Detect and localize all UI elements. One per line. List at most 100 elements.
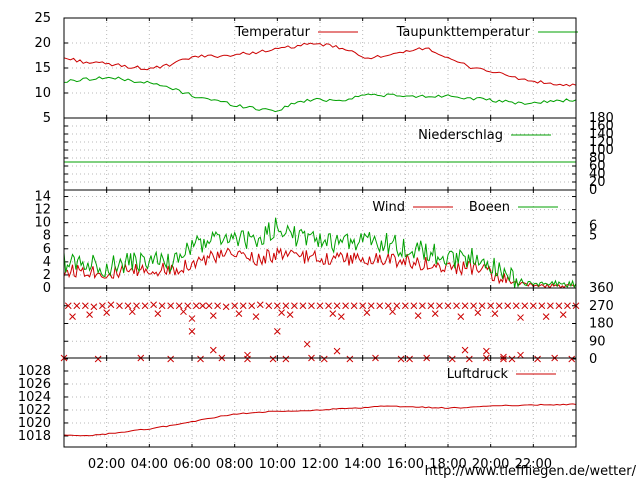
- direction-point: [461, 302, 469, 310]
- direction-point: [483, 347, 490, 355]
- series-line-wind: [63, 246, 577, 289]
- y-tick-label: 12: [34, 203, 51, 218]
- direction-point: [448, 355, 456, 363]
- legend-label: Luftdruck: [447, 367, 509, 382]
- direction-point: [568, 355, 576, 363]
- series-line-luftdruck: [63, 403, 577, 437]
- direction-point: [128, 308, 136, 316]
- y-tick-label: 25: [34, 11, 51, 26]
- direction-point: [384, 302, 392, 310]
- direction-point: [444, 302, 452, 310]
- y-tick-label: 160: [589, 119, 614, 134]
- y-tick-label: 14: [34, 190, 51, 205]
- direction-point: [414, 312, 422, 319]
- direction-point: [376, 302, 384, 310]
- legend-label: Wind: [372, 200, 405, 215]
- direction-point: [316, 302, 324, 310]
- direction-point: [491, 310, 499, 317]
- direction-point: [199, 302, 207, 310]
- direction-point: [124, 302, 132, 310]
- y-tick-label: 10: [34, 216, 51, 231]
- x-tick-label: 08:00: [216, 457, 253, 472]
- direction-point: [239, 302, 247, 310]
- direction-point: [512, 302, 520, 310]
- panel-frame: [63, 357, 577, 448]
- direction-point: [564, 302, 571, 310]
- direction-point: [342, 302, 349, 310]
- direction-point: [453, 302, 460, 310]
- y-tick-label: 90: [589, 334, 606, 349]
- x-tick-label: 22:00: [515, 457, 552, 472]
- direction-point: [555, 302, 563, 310]
- direction-point: [256, 301, 264, 309]
- footer-url[interactable]: http://www.tiefflie­gen.de/wetter/: [425, 464, 637, 479]
- direction-point: [154, 310, 162, 317]
- direction-point: [86, 311, 93, 318]
- y-tick-label: 60: [589, 159, 606, 174]
- direction-point: [188, 315, 196, 322]
- legend-label: Temperatur: [234, 25, 310, 40]
- direction-point: [94, 355, 102, 363]
- direction-point: [504, 302, 512, 310]
- direction-point: [209, 346, 217, 354]
- x-tick-label: 14:00: [344, 457, 381, 472]
- direction-point: [73, 302, 81, 310]
- legend-label: Niederschlag: [418, 128, 503, 143]
- direction-point: [64, 302, 72, 310]
- direction-point: [69, 313, 76, 320]
- y-tick-label: 1026: [18, 377, 51, 392]
- direction-point: [487, 302, 495, 310]
- y-tick-label: 5: [43, 111, 51, 126]
- legend-label: Boeen: [469, 200, 510, 215]
- y-tick-label: 360: [589, 281, 614, 296]
- y-tick-label-right: 5: [589, 229, 597, 244]
- y-tick-label: 2: [43, 268, 51, 283]
- y-tick-label: 4: [43, 255, 51, 270]
- direction-point: [333, 302, 341, 310]
- direction-point: [337, 313, 345, 320]
- direction-point: [167, 302, 175, 310]
- direction-point: [320, 355, 328, 363]
- direction-point: [401, 302, 409, 310]
- direction-point: [291, 302, 298, 310]
- direction-point: [278, 309, 285, 317]
- y-tick-label: 0: [589, 352, 597, 367]
- direction-point: [188, 328, 196, 335]
- y-tick-label: 80: [589, 151, 606, 166]
- series-line-taupunkttemperatur: [63, 76, 577, 113]
- direction-point: [431, 310, 439, 317]
- y-tick-label: 10: [34, 86, 51, 101]
- y-tick-label: 15: [34, 61, 51, 76]
- y-tick-label: 1028: [18, 364, 51, 379]
- x-tick-label: 18:00: [429, 457, 466, 472]
- direction-point: [214, 302, 221, 310]
- direction-point: [99, 302, 106, 310]
- direction-point: [325, 302, 332, 310]
- direction-point: [269, 355, 277, 363]
- direction-point: [478, 302, 486, 310]
- y-tick-label: 1018: [18, 429, 51, 444]
- direction-point: [363, 309, 371, 317]
- direction-point: [107, 301, 115, 309]
- direction-point: [410, 302, 418, 310]
- y-tick-label-right: 6: [589, 218, 597, 233]
- direction-point: [367, 302, 375, 310]
- direction-point: [406, 355, 413, 363]
- direction-point: [495, 302, 503, 310]
- y-tick-label: 1024: [18, 390, 51, 405]
- direction-point: [252, 313, 260, 320]
- direction-point: [393, 302, 401, 310]
- y-tick-label: 1020: [18, 416, 51, 431]
- y-tick-label: 120: [589, 135, 614, 150]
- direction-point: [244, 351, 251, 359]
- y-tick-label: 1022: [18, 403, 51, 418]
- direction-point: [389, 308, 396, 316]
- direction-point: [175, 302, 183, 310]
- direction-point: [397, 355, 405, 363]
- direction-point: [192, 302, 200, 310]
- y-tick-label: 180: [589, 317, 614, 332]
- series-line-boeen: [63, 217, 577, 289]
